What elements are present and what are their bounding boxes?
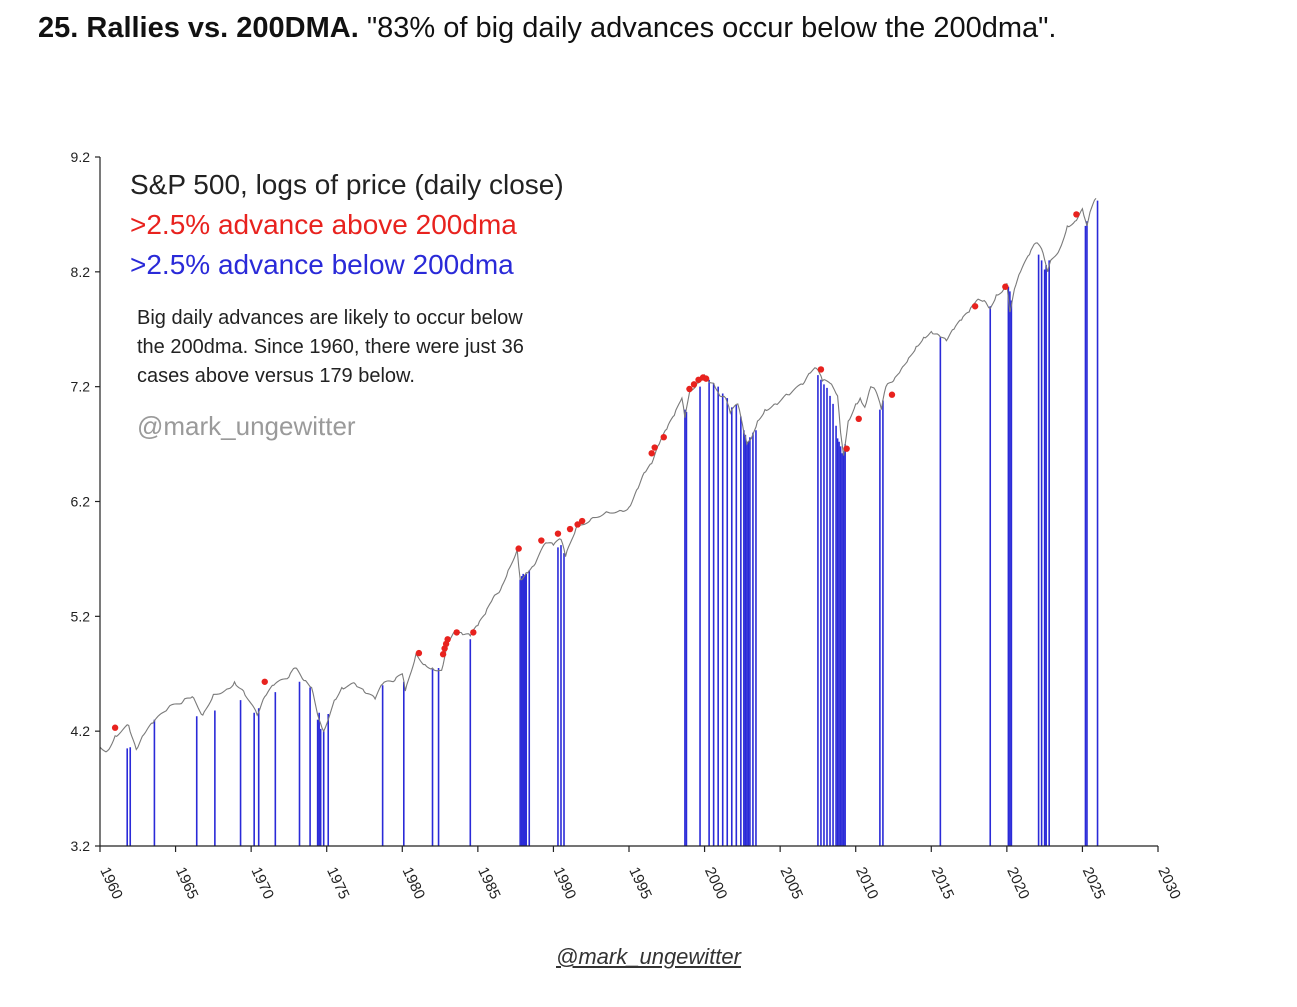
above-advance-point-6: [444, 636, 451, 643]
above-advance-point-26: [888, 391, 896, 398]
above-marker-layer: [111, 211, 1080, 731]
x-tick-label-4: 1980: [399, 865, 429, 902]
y-tick-label-1: 4.2: [71, 723, 91, 739]
above-advance-point-0: [111, 724, 119, 731]
above-advance-point-1: [261, 678, 268, 685]
x-tick-label-8: 2000: [701, 865, 731, 902]
y-tick-label-4: 7.2: [71, 379, 91, 395]
above-advance-point-29: [1073, 211, 1080, 218]
watermark: @mark_ungewitter: [137, 411, 356, 441]
slide-title-quote: "83% of big daily advances occur below t…: [358, 12, 1057, 44]
slide-title-bold: 25. Rallies vs. 200DMA.: [38, 12, 359, 44]
above-advance-point-13: [574, 521, 581, 528]
y-tick-label-2: 5.2: [71, 608, 91, 624]
x-tick-label-0: 1960: [96, 865, 126, 902]
price-series-line: [99, 197, 1097, 753]
x-tick-label-10: 2010: [852, 865, 882, 902]
above-advance-point-24: [843, 445, 850, 452]
above-advance-point-12: [566, 525, 574, 533]
above-advance-point-14: [578, 517, 586, 525]
legend-entry-above: >2.5% advance above 200dma: [130, 209, 517, 240]
annotation-line-3: cases above versus 179 below.: [137, 365, 415, 387]
above-advance-point-3: [439, 651, 447, 658]
x-tick-label-3: 1975: [323, 865, 353, 902]
above-advance-point-28: [1002, 283, 1009, 290]
above-advance-point-17: [660, 433, 667, 441]
chart-title: S&P 500, logs of price (daily close): [130, 169, 564, 200]
x-tick-label-1: 1965: [172, 865, 202, 902]
x-tick-label-7: 1995: [625, 865, 655, 902]
footer-credit: @mark_ungewitter: [556, 944, 741, 969]
x-tick-label-2: 1970: [248, 865, 278, 902]
below-marker-layer: [126, 200, 1099, 846]
legend-entry-below: >2.5% advance below 200dma: [130, 249, 514, 280]
above-advance-point-8: [470, 629, 477, 636]
above-advance-point-15: [648, 450, 655, 457]
above-advance-point-16: [651, 444, 658, 451]
x-tick-label-14: 2030: [1154, 865, 1184, 902]
annotation-line-1: Big daily advances are likely to occur b…: [137, 307, 523, 329]
x-tick-label-6: 1990: [550, 865, 580, 902]
annotation-line-2: the 200dma. Since 1960, there were just …: [137, 336, 524, 358]
above-advance-point-9: [515, 545, 522, 552]
y-tick-label-6: 9.2: [71, 149, 91, 165]
slide-title: 25. Rallies vs. 200DMA. "83% of big dail…: [38, 12, 1056, 45]
above-advance-point-10: [538, 537, 545, 544]
x-tick-label-5: 1985: [474, 865, 504, 902]
y-tick-label-3: 6.2: [71, 494, 91, 510]
y-tick-label-5: 8.2: [71, 264, 91, 280]
above-advance-point-22: [702, 375, 710, 382]
price-series-layer: [99, 197, 1097, 753]
above-advance-point-23: [817, 366, 825, 373]
above-advance-point-11: [554, 530, 562, 537]
x-tick-label-9: 2005: [777, 865, 807, 902]
above-advance-point-7: [453, 629, 460, 636]
x-tick-label-12: 2020: [1003, 865, 1033, 902]
above-advance-point-27: [971, 303, 979, 310]
above-advance-point-19: [690, 381, 698, 388]
above-advance-point-2: [415, 649, 423, 657]
y-tick-label-0: 3.2: [71, 838, 91, 854]
x-tick-label-13: 2025: [1079, 865, 1109, 902]
x-tick-label-11: 2015: [928, 865, 958, 902]
above-advance-point-18: [686, 385, 693, 393]
above-advance-point-25: [855, 415, 862, 423]
